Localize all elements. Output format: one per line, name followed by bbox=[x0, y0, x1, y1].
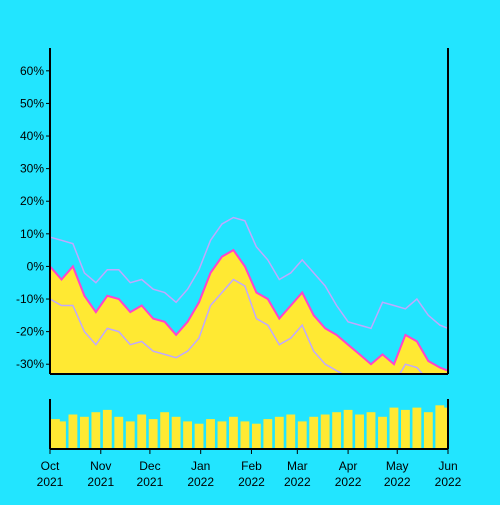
price-line bbox=[50, 248, 448, 372]
y-tick-label: 60% bbox=[20, 64, 44, 78]
y-tick-label: 30% bbox=[20, 162, 44, 176]
x-axis: Oct 2021 Nov 2021 Dec 2021 Jan 2022 Feb 2022 Mar 20… bbox=[37, 449, 462, 489]
volume-panel bbox=[49, 399, 449, 450]
x-tick-year: 2022 bbox=[187, 475, 214, 489]
x-tick-year: 2022 bbox=[335, 475, 362, 489]
plot-area bbox=[50, 216, 448, 374]
x-tick-month: Jan bbox=[191, 459, 210, 473]
volume-bar bbox=[320, 414, 330, 449]
volume-bar bbox=[251, 423, 261, 449]
volume-bar bbox=[355, 414, 364, 449]
volume-bar bbox=[378, 416, 387, 449]
x-tick-month: Oct bbox=[41, 459, 60, 473]
volume-bar bbox=[229, 416, 238, 449]
volume-bar bbox=[297, 421, 307, 449]
volume-bar bbox=[217, 421, 227, 449]
volume-bar bbox=[79, 416, 89, 449]
y-tick-label: -30% bbox=[16, 357, 44, 371]
volume-bar bbox=[183, 421, 193, 449]
volume-bar bbox=[160, 412, 170, 449]
volume-bar bbox=[309, 416, 319, 449]
volume-bar bbox=[137, 414, 147, 449]
x-tick-month: Nov bbox=[90, 459, 111, 473]
y-tick-label: 10% bbox=[20, 227, 44, 241]
volume-bar bbox=[68, 414, 78, 449]
volume-bar bbox=[274, 416, 284, 449]
volume-bar bbox=[194, 423, 204, 449]
volume-bar bbox=[332, 412, 342, 449]
price-area bbox=[50, 250, 448, 374]
volume-bar bbox=[343, 409, 353, 449]
x-tick-month: Jun bbox=[438, 459, 457, 473]
x-tick-year: 2022 bbox=[238, 475, 265, 489]
x-tick-year: 2021 bbox=[37, 475, 64, 489]
volume-bar bbox=[423, 412, 433, 449]
volume-bar bbox=[263, 419, 273, 449]
volume-bar bbox=[366, 412, 376, 449]
x-tick-month: Apr bbox=[339, 459, 358, 473]
volume-bar bbox=[91, 412, 101, 449]
y-tick-label: 20% bbox=[20, 194, 44, 208]
x-tick-month: Mar bbox=[287, 459, 308, 473]
upper-band-line bbox=[50, 216, 448, 330]
volume-bar bbox=[438, 407, 447, 449]
volume-bar bbox=[400, 409, 410, 449]
lower-band-line bbox=[50, 278, 424, 374]
volume-bar bbox=[171, 416, 181, 449]
y-tick-label: 0% bbox=[27, 259, 45, 273]
volume-bar bbox=[114, 416, 124, 449]
volume-bar bbox=[102, 409, 112, 449]
x-tick-year: 2022 bbox=[384, 475, 411, 489]
volume-bar bbox=[206, 419, 215, 449]
volume-bar bbox=[148, 419, 158, 449]
x-tick-month: May bbox=[386, 459, 409, 473]
volume-bar bbox=[125, 421, 135, 449]
y-tick-label: -10% bbox=[16, 292, 44, 306]
x-tick-year: 2022 bbox=[284, 475, 311, 489]
volume-bar bbox=[286, 414, 296, 449]
x-tick-month: Dec bbox=[139, 459, 160, 473]
x-tick-year: 2022 bbox=[435, 475, 462, 489]
x-tick-month: Feb bbox=[241, 459, 262, 473]
y-tick-label: 50% bbox=[20, 96, 44, 110]
x-tick-year: 2021 bbox=[87, 475, 114, 489]
x-tick-year: 2021 bbox=[137, 475, 164, 489]
volume-bar bbox=[51, 419, 60, 449]
y-tick-label: -20% bbox=[16, 325, 44, 339]
y-tick-label: 40% bbox=[20, 129, 44, 143]
volume-bar bbox=[57, 421, 66, 449]
volume-bar bbox=[412, 407, 422, 449]
volume-bar bbox=[240, 421, 250, 449]
main-panel: -30% -20% -10% 0% 10% 20% 30% 40% 50% 60% bbox=[16, 48, 449, 375]
volume-bar bbox=[389, 407, 399, 449]
